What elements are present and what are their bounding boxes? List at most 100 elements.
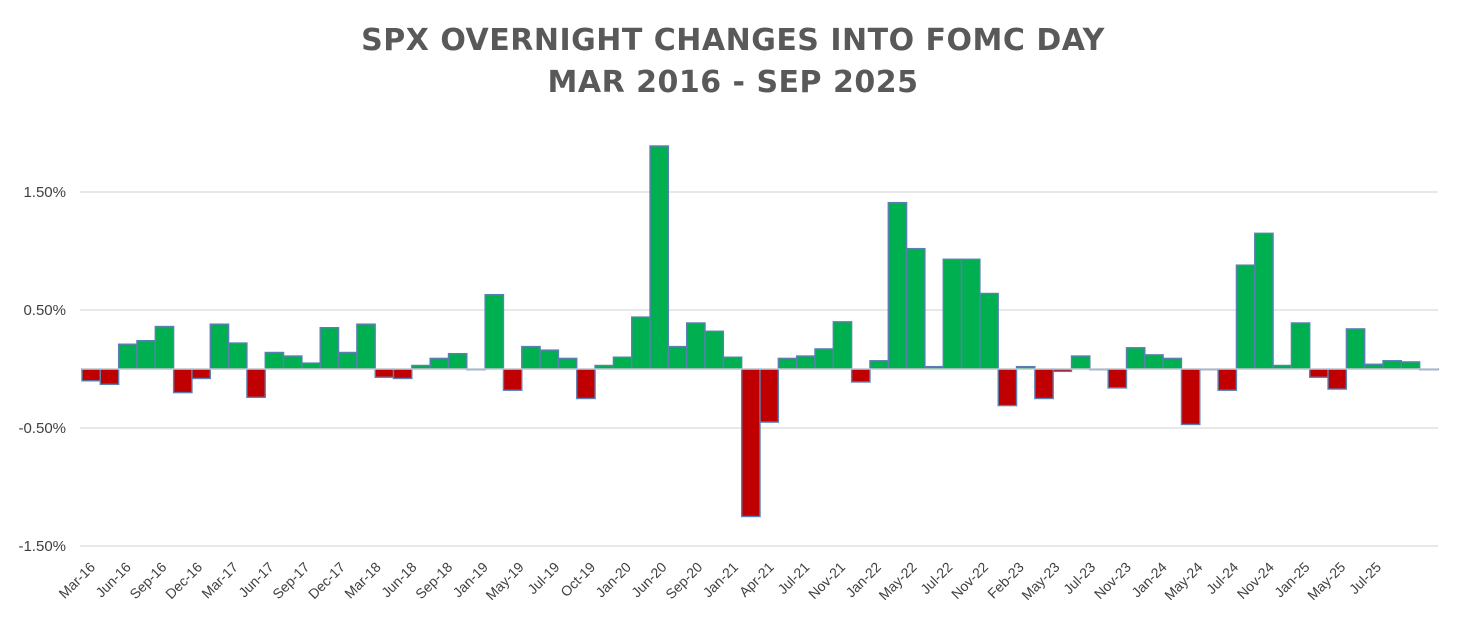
bar <box>282 355 303 370</box>
bar <box>704 330 725 370</box>
bar <box>1254 232 1274 370</box>
x-tick-label: Nov-23 <box>1091 559 1134 602</box>
bar <box>722 356 743 370</box>
bar <box>1235 264 1256 370</box>
bar <box>117 343 138 370</box>
bar <box>631 316 651 370</box>
bar <box>777 357 798 370</box>
x-tick-label: May-23 <box>1018 559 1062 603</box>
x-tick-label: May-24 <box>1161 559 1205 603</box>
bar <box>374 368 395 378</box>
chart-title: SPX OVERNIGHT CHANGES INTO FOMC DAY <box>361 23 1105 58</box>
bar <box>264 351 285 370</box>
x-tick-label: Oct-19 <box>557 559 598 600</box>
x-tick-label: Jun-18 <box>378 559 420 601</box>
x-tick-label: Nov-24 <box>1234 559 1277 602</box>
bar <box>1345 328 1366 370</box>
x-tick-label: Sep-16 <box>126 559 169 602</box>
bar <box>172 368 193 394</box>
x-tick-label: Jan-21 <box>700 559 742 601</box>
bar <box>81 368 102 382</box>
bar <box>1125 347 1146 370</box>
bar <box>740 368 761 518</box>
bar <box>997 368 1018 407</box>
bar <box>814 348 834 370</box>
x-tick-label: Nov-21 <box>805 559 848 602</box>
bar <box>429 357 450 370</box>
bar <box>1034 368 1054 400</box>
bar <box>337 351 358 370</box>
y-tick-label: -0.50% <box>18 420 66 437</box>
bar <box>392 368 413 380</box>
bar <box>557 357 578 370</box>
x-axis-ticks: Mar-16Jun-16Sep-16Dec-16Mar-17Jun-17Sep-… <box>55 559 1384 603</box>
x-tick-label: May-25 <box>1304 559 1348 603</box>
x-tick-label: Mar-18 <box>341 559 384 602</box>
bar <box>154 325 175 370</box>
x-tick-label: Jul-19 <box>524 559 562 597</box>
bar <box>869 360 889 370</box>
x-tick-label: Jul-25 <box>1346 559 1384 597</box>
x-tick-label: Jun-16 <box>92 559 134 601</box>
bar <box>1327 368 1348 390</box>
bar <box>686 322 706 370</box>
bar <box>887 201 908 370</box>
x-tick-label: Nov-22 <box>948 559 991 602</box>
bar <box>942 258 963 370</box>
y-tick-label: -1.50% <box>18 538 66 555</box>
bar <box>227 342 248 370</box>
bar <box>576 368 596 400</box>
bar <box>1290 322 1311 370</box>
bar <box>502 368 523 391</box>
bar <box>649 145 670 370</box>
bar <box>539 349 560 370</box>
bars <box>81 145 1439 518</box>
bar <box>960 258 981 370</box>
x-tick-label: May-22 <box>875 559 919 603</box>
x-tick-label: Mar-17 <box>198 559 241 602</box>
bar <box>759 368 780 423</box>
bar <box>484 293 505 370</box>
x-tick-label: Jan-20 <box>592 559 634 601</box>
bar <box>1107 368 1128 389</box>
x-tick-label: Sep-20 <box>662 559 705 602</box>
bar <box>850 368 871 383</box>
bar <box>1309 368 1329 378</box>
bar <box>832 321 853 370</box>
y-axis-ticks: 1.50% 0.50% -0.50% -1.50% <box>18 184 66 555</box>
bar <box>246 368 266 399</box>
bar <box>209 323 230 370</box>
bar <box>1382 360 1403 370</box>
bar <box>356 323 376 370</box>
bar <box>1070 355 1091 370</box>
bar <box>1363 363 1384 370</box>
bar <box>521 345 541 370</box>
bar <box>905 247 926 370</box>
bar <box>319 327 340 370</box>
x-tick-label: Sep-18 <box>412 559 455 602</box>
bar <box>136 339 156 370</box>
x-tick-label: Jun-20 <box>628 559 670 601</box>
x-tick-label: Dec-17 <box>305 559 348 602</box>
x-tick-label: May-19 <box>482 559 526 603</box>
bar <box>191 368 211 380</box>
x-tick-label: Apr-21 <box>736 559 777 600</box>
bar <box>979 292 999 370</box>
x-tick-label: Jun-17 <box>235 559 277 601</box>
bar <box>1144 354 1164 370</box>
bar <box>1217 368 1238 391</box>
bar <box>667 345 688 370</box>
chart-subtitle: MAR 2016 - SEP 2025 <box>547 65 919 100</box>
y-tick-label: 1.50% <box>23 184 66 201</box>
bar <box>301 362 321 370</box>
bar <box>795 355 816 370</box>
x-tick-label: Mar-16 <box>55 559 98 602</box>
bar <box>612 356 633 370</box>
bar <box>1180 368 1201 426</box>
x-tick-label: Sep-17 <box>269 559 312 602</box>
y-tick-label: 0.50% <box>23 302 66 319</box>
chart-title-block: SPX OVERNIGHT CHANGES INTO FOMC DAY MAR … <box>0 20 1466 104</box>
bar <box>1400 361 1421 370</box>
bar <box>1162 357 1183 370</box>
